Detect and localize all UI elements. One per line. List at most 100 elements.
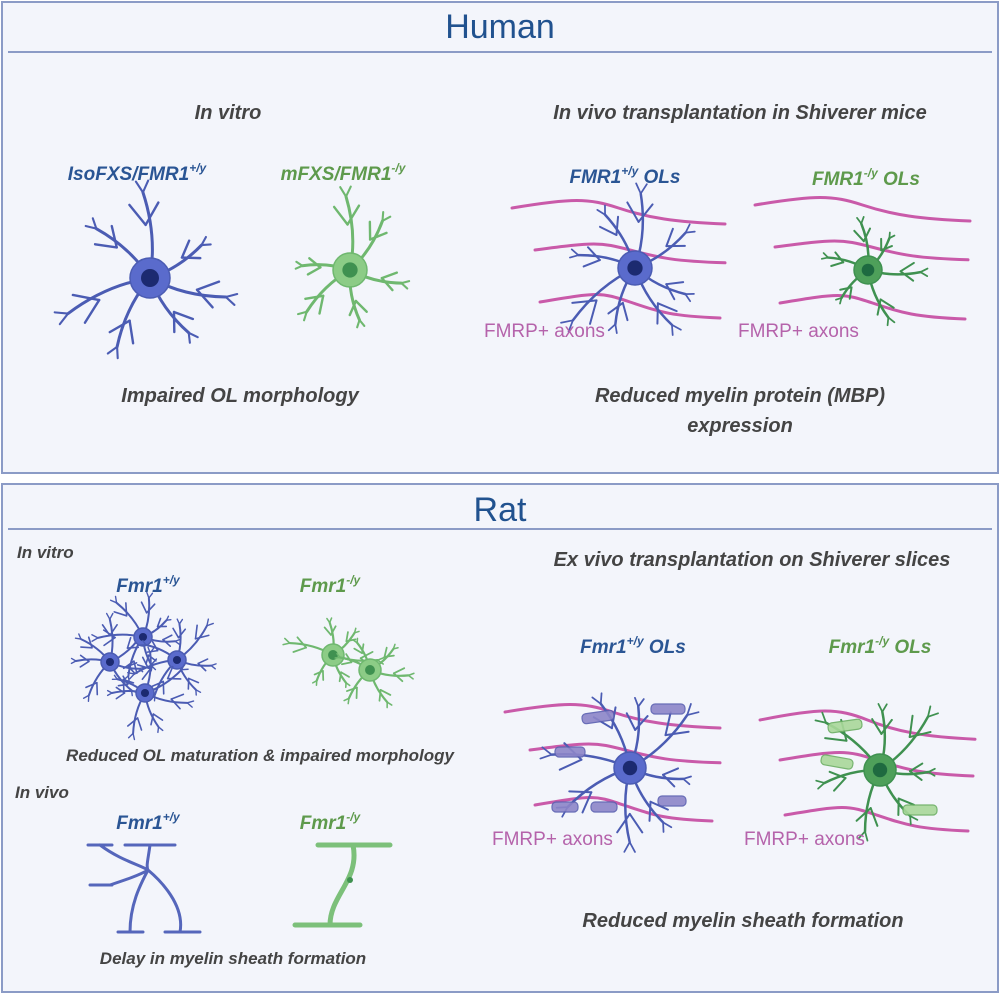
cell-branch	[615, 215, 620, 236]
myelin-sheath	[657, 795, 687, 807]
cell-branch	[392, 672, 404, 683]
rat-in-vivo-mutant-label: Fmr1-/y	[300, 810, 362, 834]
cell-branch	[85, 681, 98, 689]
cell-branch-tip	[343, 697, 350, 705]
label-sup: -/y	[864, 166, 879, 180]
cell-branch	[879, 298, 895, 309]
myelin-process-mutant	[292, 842, 393, 928]
label-sup: -/y	[346, 573, 361, 587]
cell-branch	[128, 319, 135, 345]
axon	[510, 199, 727, 226]
cell-branch	[880, 245, 893, 252]
cell-branch-tip	[877, 703, 888, 713]
cell-branch	[197, 662, 207, 672]
human-control-cell-nucleus	[141, 269, 159, 287]
cell-branch	[117, 683, 129, 687]
cell-branch-tip	[560, 319, 574, 333]
cell-branch	[876, 298, 882, 316]
cell-branch	[346, 686, 358, 692]
cell-branch-tip	[165, 615, 172, 621]
cell-branch	[353, 647, 363, 655]
cell-branch	[115, 686, 126, 694]
cell-branch-tip	[635, 182, 648, 195]
cell-branch	[304, 294, 325, 301]
cell-branch	[607, 301, 624, 315]
cell-branch	[313, 670, 324, 676]
cell-branch	[109, 623, 118, 637]
cell-branch-tip	[82, 694, 90, 703]
cell-branch	[162, 638, 172, 647]
rat-ex-vivo-mutant-cell-nucleus	[872, 762, 888, 778]
cell-branch	[172, 627, 180, 639]
cell-branch	[855, 807, 872, 822]
cell-branch	[589, 299, 598, 325]
myelin-sheath	[650, 703, 686, 715]
cell-branch-tip	[134, 179, 150, 194]
cell-branch-tip	[334, 652, 341, 659]
cell-branch	[637, 203, 654, 223]
human-in-vivo-mutant-cell-nucleus	[861, 263, 875, 277]
cell-branch	[899, 270, 915, 282]
label-base: Fmr1	[300, 813, 346, 834]
cell-branch-tip	[684, 223, 696, 234]
cell-branch-tip	[835, 297, 843, 305]
rat-in-vivo-result: Delay in myelin sheath formation	[100, 949, 366, 968]
cell-branch-tip	[157, 726, 164, 734]
cell-branch	[392, 667, 406, 675]
cell-branch	[177, 628, 187, 639]
cell-branch	[102, 629, 116, 639]
cell-branch	[599, 225, 618, 236]
cell-branch	[323, 626, 332, 636]
cell-branch-tip	[386, 701, 393, 709]
label-base: Fmr1	[300, 576, 346, 597]
cell-branch	[662, 773, 676, 788]
cell-branch	[108, 319, 131, 334]
cell-branch-tip	[186, 700, 195, 708]
myelin-sheath	[551, 801, 579, 813]
cell-branch-tip	[176, 618, 184, 625]
cell-branch-tip	[195, 689, 202, 696]
human-in-vivo-heading: In vivo transplantation in Shiverer mice	[553, 102, 926, 124]
human-in-vitro-heading: In vitro	[195, 102, 262, 124]
cell-branch-tip	[684, 293, 695, 303]
cell-branch-tip	[106, 345, 119, 360]
human-in-vivo-mutant-label: FMR1-/y OLs	[812, 166, 920, 190]
cell-branch-tip	[815, 779, 826, 790]
human-mutant-label: mFXS/FMR1-/y	[281, 161, 407, 185]
rat-ex-vivo-control-cell-nucleus	[622, 760, 638, 776]
human-in-vitro-result: Impaired OL morphology	[121, 385, 359, 407]
cell-branch	[125, 602, 128, 617]
cell-branch	[379, 689, 392, 696]
cell-branch-tip	[886, 316, 896, 327]
cell-branch	[656, 302, 678, 313]
axon	[533, 242, 727, 265]
cell-branch	[621, 301, 629, 322]
myelin-sheath	[554, 746, 586, 758]
cell-branch	[162, 634, 173, 641]
cell-branch	[292, 646, 308, 653]
cell-branch	[115, 692, 126, 700]
cell-branch	[145, 654, 150, 665]
rat-axon-label-left: FMRP+ axons	[492, 829, 613, 850]
cell-branch	[330, 625, 337, 636]
cell-branch	[187, 677, 200, 684]
myelin-process	[86, 843, 202, 934]
cell-branch	[136, 717, 143, 731]
cell-branch-tip	[381, 211, 392, 222]
axon	[778, 294, 967, 321]
cell-branch-tip	[187, 331, 199, 344]
cell-branch-tip	[671, 324, 682, 336]
cell-branch-tip	[392, 643, 399, 650]
label-base: FMR1	[812, 169, 864, 190]
cell-branch	[582, 259, 601, 268]
cell-branch-tip	[91, 634, 99, 642]
label-sup: +/y	[627, 634, 645, 648]
cell-branch	[348, 299, 358, 317]
cell-branch-tip	[888, 231, 896, 240]
cell-branch	[834, 251, 845, 264]
human-in-vivo-result-line2: expression	[687, 415, 793, 437]
cell-branch	[87, 636, 93, 649]
cell-branch-tip	[919, 267, 929, 278]
axon	[773, 239, 970, 262]
cell-branch	[662, 767, 680, 776]
